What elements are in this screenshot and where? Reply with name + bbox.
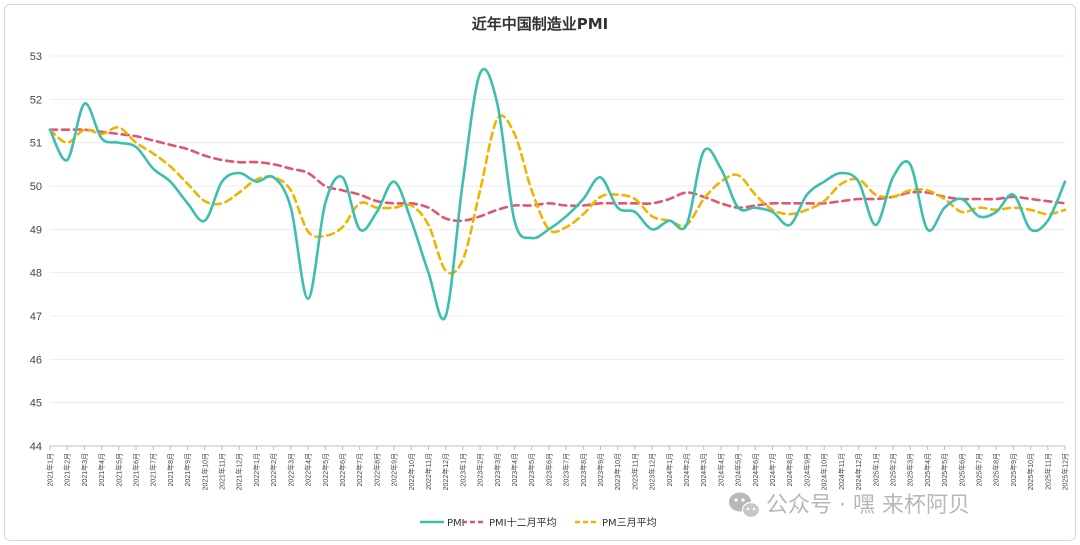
x-tick-label: 2023年1月 bbox=[458, 453, 467, 486]
x-tick-label: 2021年3月 bbox=[80, 453, 89, 486]
legend-label: PM三月平均 bbox=[602, 517, 657, 529]
x-tick-label: 2023年4月 bbox=[510, 453, 519, 486]
x-tick-label: 2021年10月 bbox=[200, 453, 209, 490]
x-tick-label: 2024年8月 bbox=[785, 453, 794, 486]
x-tick-label: 2023年3月 bbox=[493, 453, 502, 486]
y-tick-label: 48 bbox=[30, 268, 42, 280]
x-tick-label: 2021年2月 bbox=[63, 453, 72, 486]
x-tick-label: 2024年12月 bbox=[854, 453, 863, 490]
x-tick-label: 2024年10月 bbox=[820, 453, 829, 490]
x-tick-label: 2022年10月 bbox=[407, 453, 416, 490]
x-tick-label: 2021年6月 bbox=[132, 453, 141, 486]
x-tick-label: 2021年1月 bbox=[46, 453, 55, 486]
x-tick-label: 2022年3月 bbox=[286, 453, 295, 486]
x-tick-label: 2022年9月 bbox=[390, 453, 399, 486]
y-tick-label: 49 bbox=[30, 224, 42, 236]
x-tick-label: 2022年11月 bbox=[424, 453, 433, 490]
x-tick-label: 2023年10月 bbox=[613, 453, 622, 490]
legend-label: PMI十二月平均 bbox=[489, 516, 557, 529]
x-tick-label: 2025年8月 bbox=[992, 453, 1001, 486]
series-lines bbox=[48, 67, 1067, 321]
x-tick-label: 2025年4月 bbox=[923, 453, 932, 486]
wechat-icon bbox=[729, 492, 761, 519]
x-tick-label: 2021年7月 bbox=[149, 453, 158, 486]
x-axis: 2021年1月 2021年2月 2021年3月 2021年4月 2021年5月 2021年… bbox=[46, 445, 1070, 490]
x-tick-label: 2024年9月 bbox=[802, 453, 811, 486]
x-tick-label: 2022年8月 bbox=[372, 453, 381, 486]
x-tick-label: 2025年5月 bbox=[940, 453, 949, 486]
x-tick-label: 2025年3月 bbox=[906, 453, 915, 486]
x-tick-label: 2025年12月 bbox=[1061, 453, 1070, 490]
x-tick-label: 2021年9月 bbox=[183, 453, 192, 486]
legend-label: PMI bbox=[447, 518, 465, 529]
x-tick-label: 2021年4月 bbox=[97, 453, 106, 486]
x-tick-label: 2025年7月 bbox=[974, 453, 983, 486]
x-tick-label: 2023年11月 bbox=[630, 453, 639, 490]
x-tick-label: 2022年7月 bbox=[355, 453, 364, 486]
y-tick-label: 45 bbox=[30, 398, 42, 410]
x-tick-label: 2023年9月 bbox=[596, 453, 605, 486]
chart-title: 近年中国制造业PMI bbox=[472, 15, 609, 33]
x-tick-label: 2024年4月 bbox=[716, 453, 725, 486]
x-tick-label: 2022年6月 bbox=[338, 453, 347, 486]
x-tick-label: 2024年6月 bbox=[751, 453, 760, 486]
x-tick-label: 2022年12月 bbox=[441, 453, 450, 490]
x-tick-label: 2021年11月 bbox=[218, 453, 227, 490]
x-tick-label: 2022年2月 bbox=[269, 453, 278, 486]
watermark-text: 公众号 · 嘿 来杯阿贝 bbox=[766, 493, 970, 518]
x-tick-label: 2024年5月 bbox=[734, 453, 743, 486]
y-tick-label: 53 bbox=[30, 51, 42, 63]
y-tick-label: 44 bbox=[30, 441, 42, 453]
x-tick-label: 2025年10月 bbox=[1026, 453, 1035, 490]
y-tick-label: 50 bbox=[30, 181, 42, 193]
x-tick-label: 2022年4月 bbox=[304, 453, 313, 486]
y-axis: 44 45 46 47 48 49 50 51 52 53 bbox=[30, 51, 42, 453]
y-tick-label: 47 bbox=[30, 311, 42, 323]
x-tick-label: 2021年8月 bbox=[166, 453, 175, 486]
y-tick-label: 46 bbox=[30, 354, 42, 366]
x-tick-label: 2023年5月 bbox=[527, 453, 536, 486]
y-tick-label: 51 bbox=[30, 138, 42, 150]
series-line-0 bbox=[48, 67, 1067, 321]
x-tick-label: 2024年7月 bbox=[768, 453, 777, 486]
x-tick-label: 2023年12月 bbox=[648, 453, 657, 490]
x-tick-label: 2021年12月 bbox=[235, 453, 244, 490]
x-tick-label: 2025年6月 bbox=[957, 453, 966, 486]
x-tick-label: 2023年6月 bbox=[544, 453, 553, 486]
watermark: 公众号 · 嘿 来杯阿贝 bbox=[729, 492, 970, 519]
legend: PMI PMI十二月平均 PM三月平均 bbox=[420, 516, 657, 529]
x-tick-label: 2023年8月 bbox=[579, 453, 588, 486]
y-tick-label: 52 bbox=[30, 94, 42, 106]
x-tick-label: 2024年1月 bbox=[665, 453, 674, 486]
series-line-2 bbox=[48, 114, 1067, 275]
x-tick-label: 2023年2月 bbox=[476, 453, 485, 486]
x-tick-label: 2025年11月 bbox=[1043, 453, 1052, 490]
gridlines bbox=[50, 55, 1065, 447]
x-tick-label: 2023年7月 bbox=[562, 453, 571, 486]
x-tick-label: 2022年5月 bbox=[321, 453, 330, 486]
x-tick-label: 2024年11月 bbox=[837, 453, 846, 490]
x-tick-label: 2022年1月 bbox=[252, 453, 261, 486]
x-tick-label: 2024年2月 bbox=[682, 453, 691, 486]
x-tick-label: 2025年1月 bbox=[871, 453, 880, 486]
x-tick-label: 2024年3月 bbox=[699, 453, 708, 486]
x-tick-label: 2025年9月 bbox=[1009, 453, 1018, 486]
x-tick-label: 2021年5月 bbox=[114, 453, 123, 486]
x-tick-label: 2025年2月 bbox=[888, 453, 897, 486]
